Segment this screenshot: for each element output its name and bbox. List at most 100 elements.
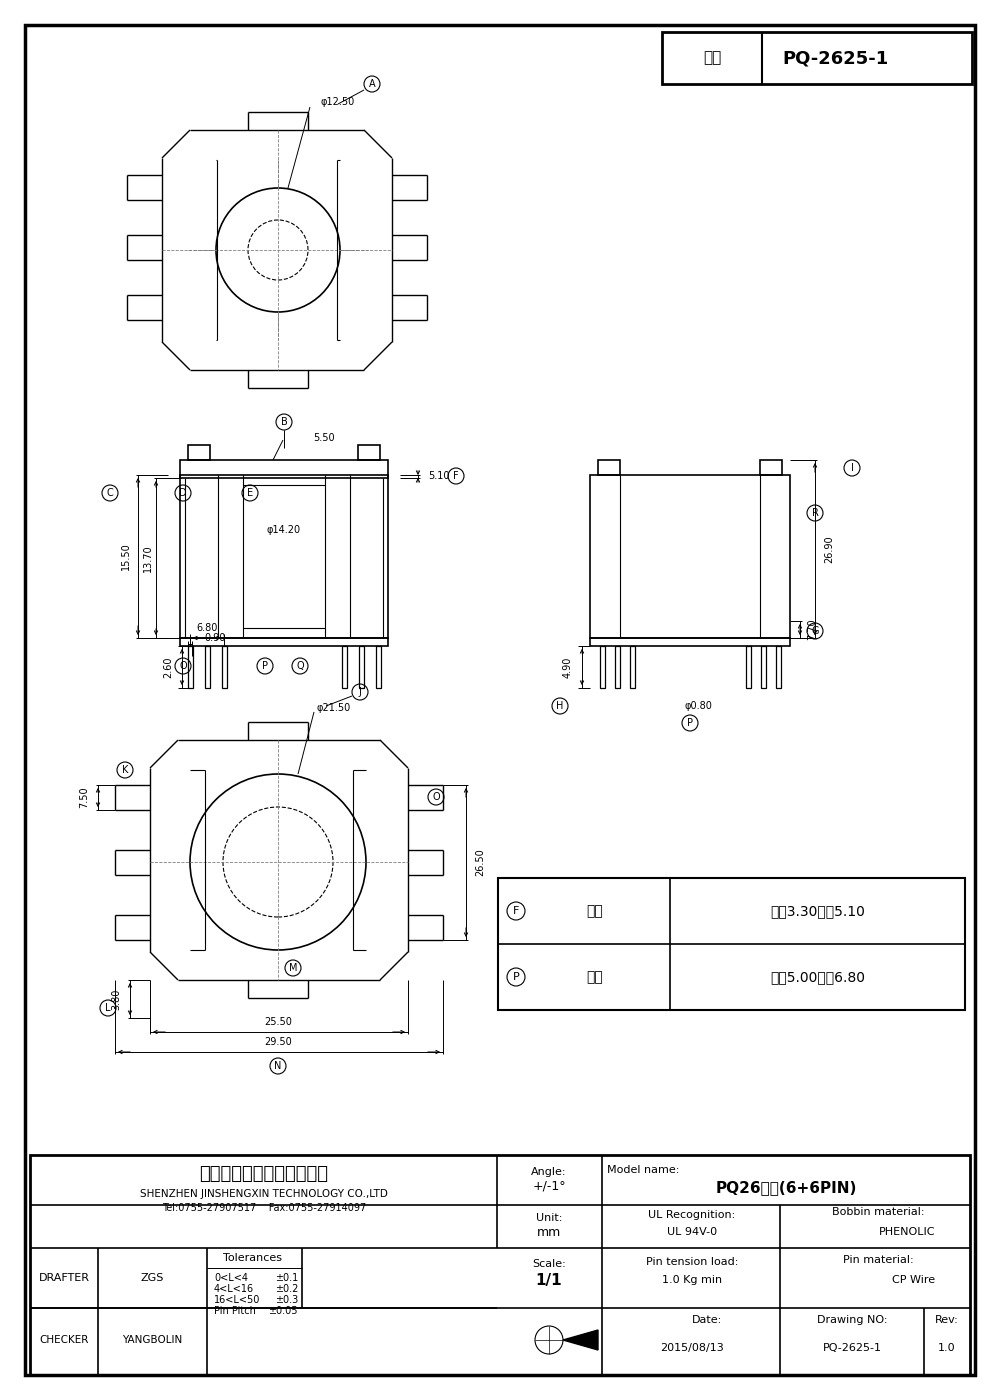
Bar [498, 879, 965, 1010]
Text: 尺寸: 尺寸 [587, 970, 603, 983]
Text: PHENOLIC: PHENOLIC [879, 1227, 935, 1237]
Text: P: P [687, 718, 693, 727]
Bar [188, 646, 193, 688]
Text: 26.90: 26.90 [824, 536, 834, 562]
Text: 7.70: 7.70 [807, 618, 817, 639]
Text: 2015/08/13: 2015/08/13 [660, 1343, 724, 1353]
Bar [30, 1156, 970, 1375]
Text: 0<L<4: 0<L<4 [214, 1273, 248, 1283]
Text: Tel:0755-27907517    Fax:0755-27914097: Tel:0755-27907517 Fax:0755-27914097 [162, 1203, 366, 1213]
Bar [180, 638, 388, 646]
Text: 1/1: 1/1 [536, 1273, 562, 1287]
Text: 29.50: 29.50 [264, 1037, 292, 1046]
Text: ±0.2: ±0.2 [275, 1284, 298, 1294]
Text: G: G [811, 625, 819, 637]
Text: L: L [105, 1003, 111, 1013]
Bar [590, 476, 790, 638]
Text: Date:: Date: [692, 1315, 722, 1325]
Bar [180, 476, 388, 638]
Text: Angle:: Angle: [531, 1167, 567, 1177]
Text: N: N [274, 1060, 282, 1072]
Text: C: C [107, 488, 113, 498]
Bar [342, 646, 347, 688]
Text: J: J [359, 687, 361, 697]
Text: H: H [556, 701, 564, 711]
Text: ZGS: ZGS [140, 1273, 164, 1283]
Text: R: R [812, 508, 818, 518]
Text: 26.50: 26.50 [475, 848, 485, 876]
Text: YANGBOLIN: YANGBOLIN [122, 1335, 182, 1344]
Text: Model name:: Model name: [607, 1165, 679, 1175]
Text: 25.50: 25.50 [264, 1017, 292, 1027]
Bar [600, 646, 605, 688]
Bar [615, 646, 620, 688]
Text: E: E [247, 488, 253, 498]
Bar [358, 445, 380, 460]
Text: DRAFTER: DRAFTER [39, 1273, 90, 1283]
Bar [376, 646, 381, 688]
Text: CP Wire: CP Wire [892, 1274, 935, 1286]
Bar [760, 460, 782, 476]
Text: Drawing NO:: Drawing NO: [817, 1315, 887, 1325]
Text: Scale:: Scale: [532, 1259, 566, 1269]
Text: Pin Pitch: Pin Pitch [214, 1307, 256, 1316]
Text: A: A [369, 78, 375, 90]
Text: Q: Q [296, 660, 304, 672]
Text: O: O [179, 660, 187, 672]
Text: CHECKER: CHECKER [39, 1335, 89, 1344]
Text: P: P [262, 660, 268, 672]
Text: Rev:: Rev: [935, 1315, 959, 1325]
Text: D: D [179, 488, 187, 498]
Text: Pin tension load:: Pin tension load: [646, 1256, 738, 1267]
Text: F: F [513, 907, 519, 916]
Bar [598, 460, 620, 476]
Text: mm: mm [537, 1226, 561, 1238]
Bar [188, 445, 210, 460]
Text: Unit:: Unit: [536, 1213, 562, 1223]
Text: 5.50: 5.50 [313, 434, 335, 443]
Text: 7.50: 7.50 [79, 786, 89, 807]
Text: SHENZHEN JINSHENGXIN TECHNOLOGY CO.,LTD: SHENZHEN JINSHENGXIN TECHNOLOGY CO.,LTD [140, 1189, 388, 1199]
Text: 4.90: 4.90 [563, 656, 573, 677]
Bar [359, 646, 364, 688]
Bar [761, 646, 766, 688]
Text: 原剓3.30改为5.10: 原剓3.30改为5.10 [771, 904, 865, 918]
Text: UL 94V-0: UL 94V-0 [667, 1227, 717, 1237]
Text: φ14.20: φ14.20 [267, 525, 301, 534]
Bar [662, 32, 972, 84]
Text: PQ26立式(6+6PIN): PQ26立式(6+6PIN) [715, 1181, 857, 1196]
Text: ±0.3: ±0.3 [275, 1295, 298, 1305]
Text: 尺寸: 尺寸 [587, 904, 603, 918]
Text: 2.60: 2.60 [163, 656, 173, 677]
Text: UL Recognition:: UL Recognition: [648, 1210, 736, 1220]
Text: 1.0: 1.0 [938, 1343, 956, 1353]
Text: 3.80: 3.80 [111, 988, 121, 1010]
Bar [776, 646, 781, 688]
Text: 深圳市金盛鑫科技有限公司: 深圳市金盛鑫科技有限公司 [200, 1165, 329, 1184]
Text: 5.10: 5.10 [428, 471, 450, 481]
Bar [205, 646, 210, 688]
Text: 4<L<16: 4<L<16 [214, 1284, 254, 1294]
Bar [630, 646, 635, 688]
Text: PQ-2625-1: PQ-2625-1 [822, 1343, 882, 1353]
Text: I: I [851, 463, 853, 473]
Text: 13.70: 13.70 [143, 544, 153, 572]
Bar [590, 638, 790, 646]
Text: 6.80: 6.80 [196, 623, 218, 632]
Text: M: M [289, 963, 297, 972]
Text: 0.90: 0.90 [204, 632, 226, 644]
Bar [180, 460, 388, 478]
Text: 原剓5.00改为6.80: 原剓5.00改为6.80 [770, 970, 866, 983]
Text: PQ-2625-1: PQ-2625-1 [783, 49, 889, 67]
Bar [746, 646, 751, 688]
Text: φ0.80: φ0.80 [684, 701, 712, 711]
Bar [222, 646, 227, 688]
Text: F: F [453, 471, 459, 481]
Text: O: O [432, 792, 440, 802]
Text: +/-1°: +/-1° [532, 1179, 566, 1192]
Text: 15.50: 15.50 [121, 543, 131, 569]
Text: Tolerances: Tolerances [223, 1254, 282, 1263]
Text: ±0.05: ±0.05 [269, 1307, 298, 1316]
Text: 16<L<50: 16<L<50 [214, 1295, 260, 1305]
Text: K: K [122, 765, 128, 775]
